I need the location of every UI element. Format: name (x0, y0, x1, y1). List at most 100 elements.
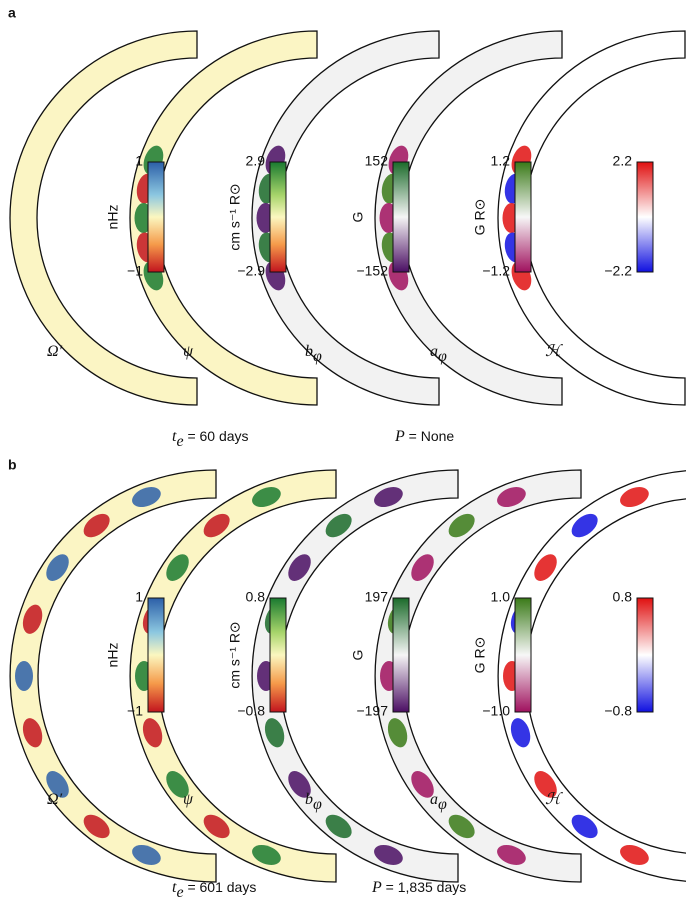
symbol: b (305, 343, 313, 360)
subscript: φ (438, 348, 447, 365)
field-pattern (203, 814, 230, 839)
caption-text: = 601 days (184, 879, 257, 895)
colorbar (636, 597, 654, 713)
caption-text: = 60 days (184, 428, 249, 444)
symbol: a (430, 343, 438, 360)
field-pattern (288, 771, 311, 798)
field-pattern (83, 814, 110, 839)
field-pattern (534, 554, 557, 581)
caption: te = 60 days (172, 428, 249, 450)
colorbar-min: −2.2 (604, 263, 632, 279)
colorbar-min: −152 (356, 263, 388, 279)
colorbar (147, 161, 165, 273)
colorbar-max: 197 (365, 589, 389, 605)
caption-text: = 1,835 days (382, 879, 466, 895)
symbol: Ω′ (47, 791, 63, 808)
field-pattern (387, 718, 408, 748)
field-pattern (132, 487, 161, 508)
field-label: ℋ (545, 791, 563, 808)
colorbar (269, 161, 287, 273)
panel-label: b (8, 457, 17, 473)
field-label: aφ (430, 343, 447, 365)
field-pattern (264, 718, 285, 748)
field-pattern (448, 513, 475, 538)
colorbar-unit: G R⊙ (472, 637, 488, 674)
field-pattern (166, 554, 189, 581)
field-pattern (46, 554, 69, 581)
caption-text: = None (405, 428, 455, 444)
field-pattern (411, 554, 434, 581)
field-pattern (497, 844, 526, 865)
field-pattern (288, 554, 311, 581)
colorbar-min: −0.8 (604, 703, 632, 719)
colorbar-unit: G (350, 650, 366, 661)
colorbar-min: −1.2 (482, 263, 510, 279)
field-label: bφ (305, 791, 322, 813)
colorbar (514, 597, 532, 713)
colorbar (147, 597, 165, 713)
symbol: ψ (183, 791, 194, 808)
colorbar-unit: G (350, 212, 366, 223)
field-pattern (325, 513, 352, 538)
colorbar-unit: G R⊙ (472, 199, 488, 236)
field-label: ψ (183, 343, 194, 360)
field-label: aφ (430, 791, 447, 813)
field-label: Ω′ (47, 343, 63, 360)
colorbar-max: 2.9 (246, 153, 266, 169)
field-pattern (374, 487, 403, 508)
field-pattern (534, 771, 557, 798)
field-pattern (571, 513, 598, 538)
symbol: ψ (183, 343, 194, 360)
colorbar (636, 161, 654, 273)
field-pattern (142, 718, 163, 748)
field-label: bφ (305, 343, 322, 365)
field-label: Ω′ (47, 791, 63, 808)
field-pattern (497, 487, 526, 508)
subscript: e (176, 433, 183, 450)
caption: P = 1,835 days (371, 879, 466, 896)
colorbar (392, 597, 410, 713)
field-pattern (510, 718, 531, 748)
colorbar-unit: cm s⁻¹ R⊙ (227, 183, 243, 250)
colorbar-max: 1 (135, 589, 143, 605)
shell (251, 30, 440, 406)
field-pattern (620, 844, 649, 865)
field-pattern (46, 771, 69, 798)
field-pattern (448, 814, 475, 839)
subscript: φ (313, 348, 322, 365)
shell (497, 30, 686, 406)
colorbar (514, 161, 532, 273)
colorbar-max: 152 (365, 153, 389, 169)
field-label: ψ (183, 791, 194, 808)
colorbar-unit: nHz (105, 643, 121, 668)
field-label: ℋ (545, 343, 563, 360)
colorbar-max: 1.0 (491, 589, 511, 605)
symbol: b (305, 791, 313, 808)
caption: P = None (394, 428, 454, 445)
field-pattern (252, 487, 281, 508)
symbol: ℋ (545, 791, 563, 808)
subscript: φ (313, 796, 322, 813)
shell (9, 469, 217, 883)
symbol: t (172, 428, 177, 445)
field-pattern (252, 844, 281, 865)
colorbar (269, 597, 287, 713)
shell (9, 30, 198, 406)
field-pattern (15, 661, 33, 691)
symbol: P (371, 879, 382, 896)
symbol: P (394, 428, 405, 445)
symbol: ℋ (545, 343, 563, 360)
symbol: a (430, 791, 438, 808)
panel-label: a (8, 5, 16, 21)
field-pattern (374, 844, 403, 865)
colorbar-min: −197 (356, 703, 388, 719)
colorbar-max: 1 (135, 153, 143, 169)
caption: te = 601 days (172, 879, 256, 901)
colorbar-min: −2.9 (237, 263, 265, 279)
field-pattern (83, 513, 110, 538)
field-pattern (411, 771, 434, 798)
colorbar-max: 0.8 (613, 589, 633, 605)
symbol: Ω′ (47, 343, 63, 360)
colorbar-max: 2.2 (613, 153, 633, 169)
